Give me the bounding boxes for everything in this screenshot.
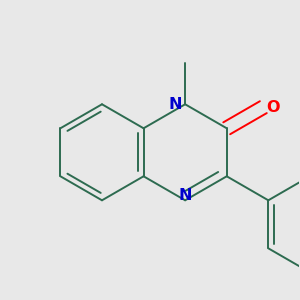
Text: N: N: [168, 97, 182, 112]
Text: O: O: [267, 100, 280, 115]
Text: N: N: [178, 188, 192, 202]
